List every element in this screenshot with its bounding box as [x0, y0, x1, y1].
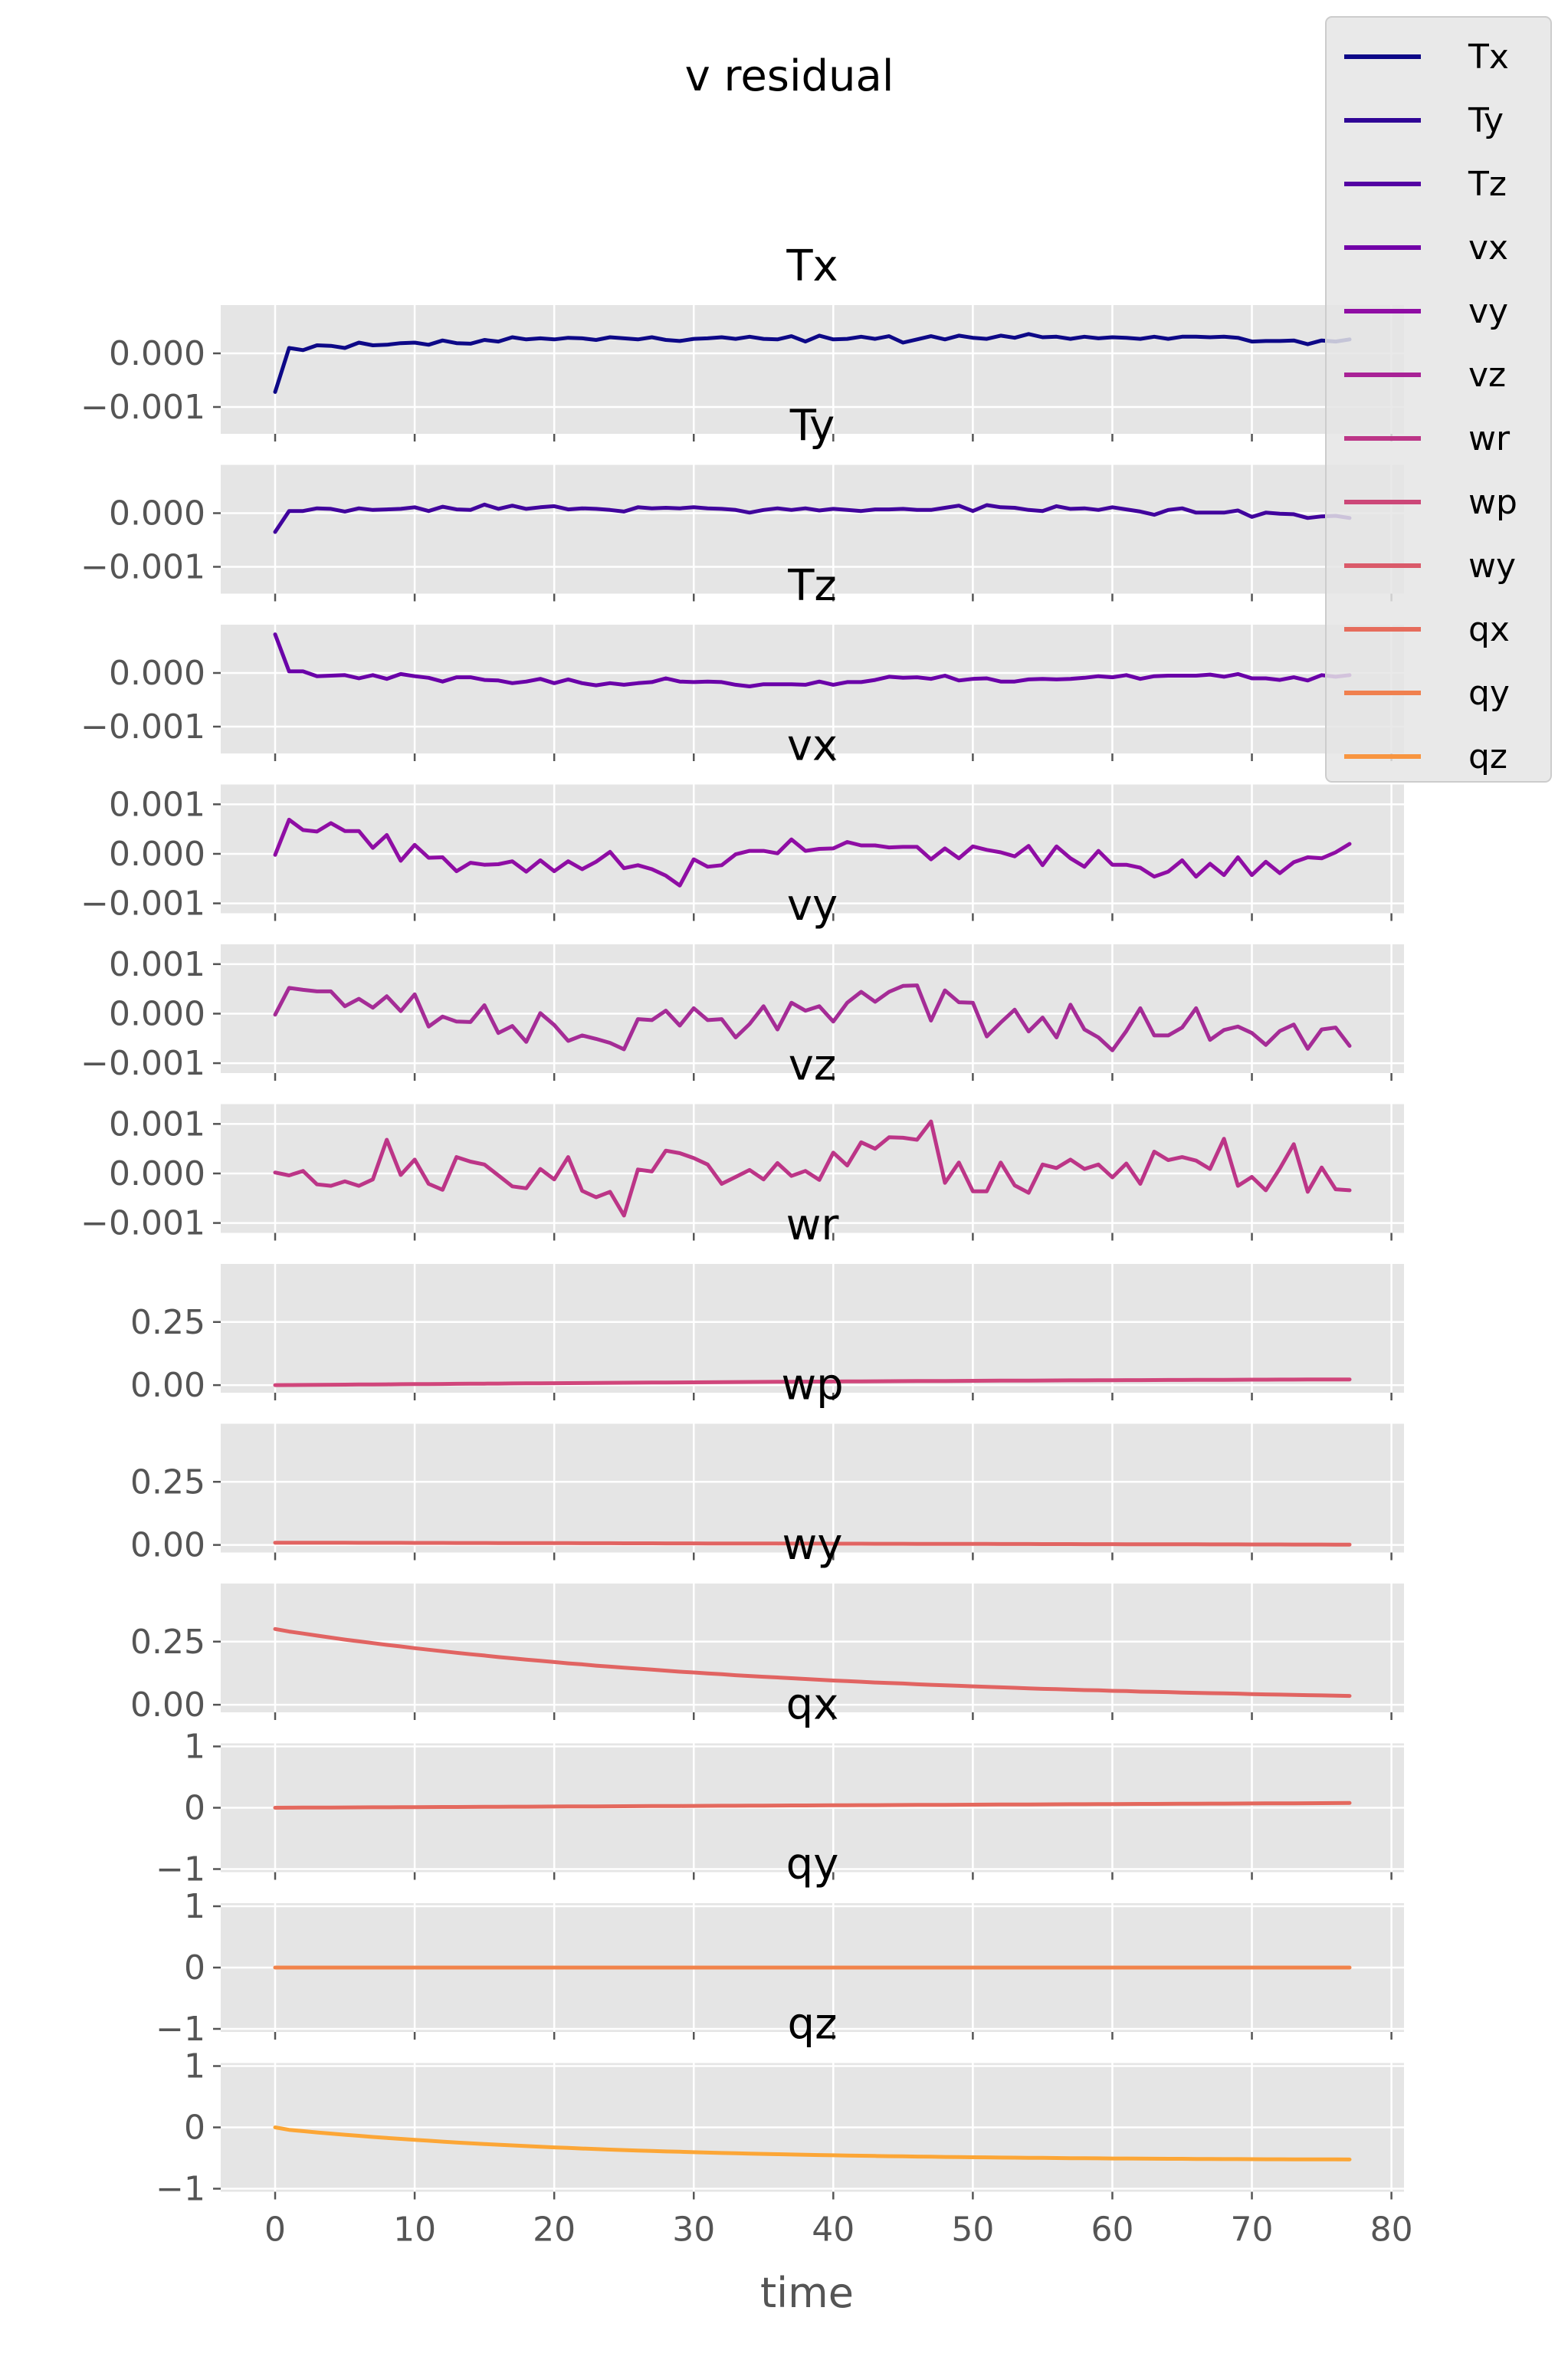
subplot-title-qy: qy: [786, 1840, 839, 1889]
y-tick-label: 0.000: [109, 494, 205, 533]
legend-label-Tx: Tx: [1468, 38, 1509, 77]
subplot-title-Ty: Ty: [789, 402, 835, 451]
plot-area: [221, 1264, 1404, 1393]
legend-label-qx: qx: [1468, 610, 1510, 649]
series-line-qz: [273, 2125, 1352, 2161]
legend-label-vz: vz: [1468, 356, 1506, 395]
y-tick-label: −0.001: [80, 548, 205, 587]
y-tick-label: 1: [184, 2047, 205, 2086]
legend-label-wr: wr: [1468, 419, 1511, 458]
y-tick-label: 0.000: [109, 334, 205, 373]
legend-box: [1325, 16, 1552, 783]
legend-label-wp: wp: [1468, 483, 1517, 522]
y-tick-label: 0.00: [130, 1366, 205, 1405]
subplots: −0.0010.000Tx−0.0010.000Ty−0.0010.000Tz−…: [80, 241, 1412, 2250]
subplot-title-wy: wy: [782, 1520, 843, 1570]
legend-label-qz: qz: [1468, 737, 1507, 776]
plot-area: [221, 625, 1404, 753]
x-tick-label: 20: [533, 2211, 576, 2250]
figure-title: v residual: [685, 51, 894, 101]
y-tick-label: 1: [184, 1728, 205, 1767]
subplot-wy: 0.00 0.25 wy: [130, 1520, 1404, 1725]
y-tick-label: −1: [156, 2170, 205, 2209]
subplot-title-Tx: Tx: [786, 241, 838, 291]
x-tick-label: 0: [264, 2211, 286, 2250]
y-tick-label: −1: [156, 1850, 205, 1889]
subplot-qy: −1 0 1 qy: [156, 1840, 1404, 2049]
y-tick-label: 0: [184, 2109, 205, 2148]
series-line-vz: [273, 1119, 1352, 1218]
series-line-wr: [273, 1377, 1352, 1387]
subplot-title-qx: qx: [786, 1680, 839, 1730]
y-tick-label: 0.000: [109, 1154, 205, 1193]
y-tick-label: 0.001: [109, 945, 205, 984]
y-tick-label: 0.000: [109, 994, 205, 1033]
subplot-title-wr: wr: [786, 1200, 840, 1250]
series-line-wp: [273, 1541, 1352, 1547]
y-tick-label: −1: [156, 2010, 205, 2049]
series-line-Tz: [273, 632, 1352, 688]
legend: Tx Ty Tz vx vy vz wr wp wy qx qy qz: [1325, 16, 1552, 783]
subplot-title-vz: vz: [789, 1041, 837, 1091]
legend-label-vy: vy: [1468, 292, 1508, 331]
subplot-vx: −0.001 0.000 0.001 vx: [80, 721, 1404, 924]
subplot-Tz: −0.001 0.000 Tz: [80, 561, 1404, 761]
legend-label-Ty: Ty: [1468, 101, 1504, 140]
x-tick-label: 50: [951, 2211, 994, 2250]
x-axis-label: time: [760, 2269, 854, 2317]
subplot-Ty: −0.001 0.000 Ty: [80, 402, 1404, 602]
subplot-title-qz: qz: [788, 2000, 838, 2050]
x-tick-label: 60: [1091, 2211, 1133, 2250]
y-tick-label: 0.001: [109, 1105, 205, 1144]
x-tick-label: 80: [1370, 2211, 1413, 2250]
x-tick-label: 40: [812, 2211, 855, 2250]
series-line-wy: [273, 1626, 1352, 1699]
y-tick-label: 0.25: [130, 1303, 205, 1342]
y-tick-label: −0.001: [80, 388, 205, 427]
y-tick-label: 0: [184, 1789, 205, 1828]
y-tick-label: 0.000: [109, 835, 205, 874]
y-tick-label: −0.001: [80, 707, 205, 747]
series-line-Tx: [273, 332, 1352, 394]
x-tick-label: 30: [672, 2211, 715, 2250]
y-tick-label: 0.000: [109, 654, 205, 693]
plot-area: [221, 1423, 1404, 1553]
legend-label-qy: qy: [1468, 674, 1510, 713]
y-tick-label: 0.001: [109, 785, 205, 824]
series-line-Ty: [273, 502, 1352, 534]
subplot-title-vy: vy: [787, 881, 838, 931]
y-tick-label: −0.001: [80, 885, 205, 924]
y-tick-label: 0.00: [130, 1526, 205, 1565]
subplot-Tx: −0.001 0.000 Tx: [80, 241, 1404, 441]
legend-label-vx: vx: [1468, 228, 1508, 268]
y-tick-label: 0.00: [130, 1685, 205, 1725]
subplot-wp: 0.00 0.25 wp: [130, 1361, 1404, 1565]
subplot-qz: −1 0 1 qz: [156, 2000, 1404, 2209]
subplot-title-wp: wp: [781, 1361, 843, 1410]
y-tick-label: 0.25: [130, 1462, 205, 1502]
subplot-wr: 0.00 0.25 wr: [130, 1200, 1404, 1405]
y-tick-label: −0.001: [80, 1044, 205, 1083]
subplot-vy: −0.001 0.000 0.001 vy: [80, 881, 1404, 1083]
subplot-vz: −0.001 0.000 0.001 vz: [80, 1041, 1404, 1243]
series-line-vx: [273, 817, 1352, 888]
x-tick-label: 10: [393, 2211, 436, 2250]
y-tick-label: 0: [184, 1948, 205, 1987]
subplot-title-Tz: Tz: [787, 561, 837, 611]
y-tick-label: 1: [184, 1887, 205, 1926]
series-line-qx: [273, 1800, 1352, 1810]
plot-area: [221, 305, 1404, 434]
y-tick-label: −0.001: [80, 1204, 205, 1243]
legend-label-wy: wy: [1468, 547, 1516, 586]
y-tick-label: 0.25: [130, 1623, 205, 1662]
legend-label-Tz: Tz: [1468, 165, 1507, 204]
x-tick-label: 70: [1231, 2211, 1274, 2250]
series-line-vy: [273, 983, 1352, 1052]
subplot-qx: −1 0 1 qx: [156, 1680, 1404, 1889]
plot-area: [221, 464, 1404, 594]
subplot-title-vx: vx: [787, 721, 838, 771]
